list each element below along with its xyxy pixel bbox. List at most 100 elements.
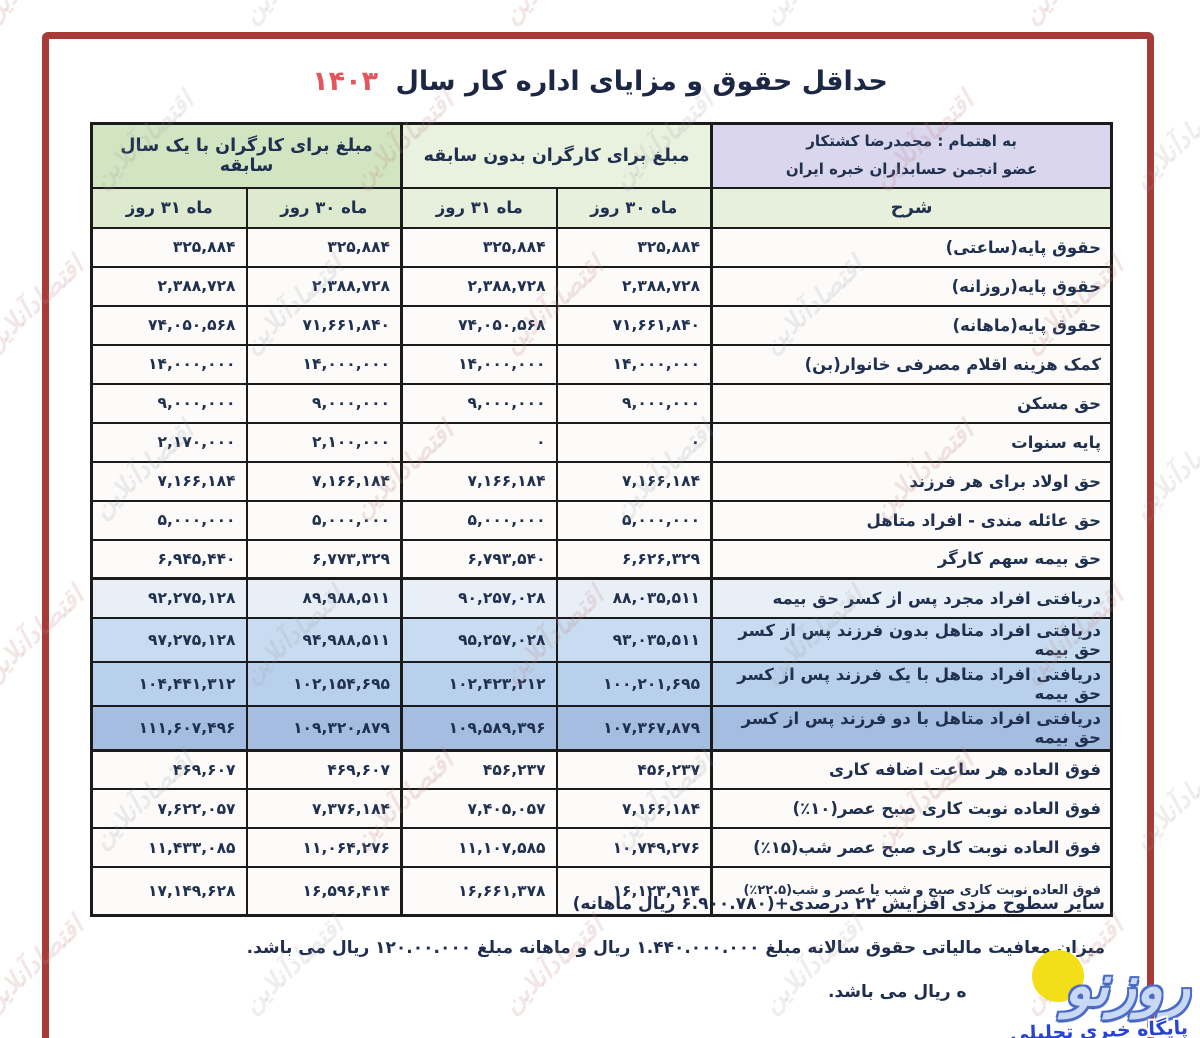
group-header-no-experience: مبلغ برای کارگران بدون سابقه xyxy=(400,122,713,189)
value-cell: ۷,۱۶۶,۱۸۴ xyxy=(555,460,713,502)
value-cell: ۹,۰۰۰,۰۰۰ xyxy=(555,382,713,424)
value-cell: ۴۵۶,۲۳۷ xyxy=(555,749,713,790)
credit-line1: به اهتمام : محمدرضا کشتکار xyxy=(806,132,1017,150)
value-cell: ۱۰۰,۲۰۱,۶۹۵ xyxy=(555,660,713,707)
value-cell: ۱۶,۵۹۶,۴۱۴ xyxy=(245,866,403,916)
value-cell: ۹۷,۲۷۵,۱۲۸ xyxy=(90,616,248,663)
value-cell: ۱۷,۱۴۹,۶۲۸ xyxy=(90,866,248,916)
row-label-cell: فوق العاده هر ساعت اضافه کاری xyxy=(710,749,1113,790)
value-cell: ۷۱,۶۶۱,۸۴۰ xyxy=(245,304,403,346)
table-row: دریافتی افراد مجرد پس از کسر حق بیمه ۸۸,۰… xyxy=(90,577,1113,619)
table-row: فوق العاده نوبت کاری صبح عصر شب(۱۵٪) ۱۰,۷… xyxy=(90,827,1113,868)
row-label-cell: کمک هزینه اقلام مصرفی خانوار(بن) xyxy=(710,343,1113,385)
rooznow-logo: روزنو پایگاه خبری تحلیلی xyxy=(972,950,1192,1038)
watermark-text: اقتصادآنلاین xyxy=(237,0,350,29)
value-cell: ۵,۰۰۰,۰۰۰ xyxy=(245,499,403,541)
value-cell: ۹,۰۰۰,۰۰۰ xyxy=(90,382,248,424)
row-label-cell: حق بیمه سهم کارگر xyxy=(710,538,1113,580)
value-cell: ۸۸,۰۳۵,۵۱۱ xyxy=(555,577,713,619)
table-row: کمک هزینه اقلام مصرفی خانوار(بن) ۱۴,۰۰۰,۰… xyxy=(90,343,1113,385)
watermark-text: اقتصادآنلاین xyxy=(757,0,870,29)
row-label-cell: حق مسکن xyxy=(710,382,1113,424)
table-row: دریافتی افراد متاهل با دو فرزند پس از کس… xyxy=(90,704,1113,752)
row-label-cell: حق اولاد برای هر فرزند xyxy=(710,460,1113,502)
table-row: حق عائله مندی - افراد متاهل ۵,۰۰۰,۰۰۰ ۵,۰۰… xyxy=(90,499,1113,541)
red-border-frame xyxy=(42,32,1154,1038)
col-header-one-30: ماه ۳۰ روز xyxy=(245,186,403,229)
salary-table: به اهتمام : محمدرضا کشتکار عضو انجمن حسا… xyxy=(90,122,1114,917)
table-row: دریافتی افراد متاهل با یک فرزند پس از کس… xyxy=(90,660,1113,707)
col-header-no-31: ماه ۳۱ روز xyxy=(400,186,558,229)
value-cell: ۷,۴۰۵,۰۵۷ xyxy=(400,788,558,829)
value-cell: ۳۲۵,۸۸۴ xyxy=(555,226,713,268)
table-row: پایه سنوات ۰ ۰ ۲,۱۰۰,۰۰۰ ۲,۱۷۰,۰۰۰ xyxy=(90,421,1113,463)
value-cell: ۹۳,۰۳۵,۵۱۱ xyxy=(555,616,713,663)
logo-yellow-circle-icon xyxy=(1032,950,1084,1002)
row-label-cell: فوق العاده نوبت کاری صبح عصر شب(۱۵٪) xyxy=(710,827,1113,868)
value-cell: ۴۶۹,۶۰۷ xyxy=(245,749,403,790)
value-cell: ۹۲,۲۷۵,۱۲۸ xyxy=(90,577,248,619)
table-row: حق بیمه سهم کارگر ۶,۶۲۶,۳۲۹ ۶,۷۹۳,۵۴۰ ۶,۷۷۳… xyxy=(90,538,1113,580)
table-row: حقوق پایه(ساعتی) ۳۲۵,۸۸۴ ۳۲۵,۸۸۴ ۳۲۵,۸۸۴ ۳۲۵… xyxy=(90,226,1113,268)
value-cell: ۷۴,۰۵۰,۵۶۸ xyxy=(400,304,558,346)
row-label-cell: حقوق پایه(ساعتی) xyxy=(710,226,1113,268)
table-row: فوق العاده هر ساعت اضافه کاری ۴۵۶,۲۳۷ ۴۵۶,… xyxy=(90,749,1113,790)
value-cell: ۷,۱۶۶,۱۸۴ xyxy=(245,460,403,502)
value-cell: ۱۱,۰۶۴,۲۷۶ xyxy=(245,827,403,868)
value-cell: ۱۴,۰۰۰,۰۰۰ xyxy=(400,343,558,385)
value-cell: ۲,۳۸۸,۷۲۸ xyxy=(245,265,403,307)
value-cell: ۱۶,۱۲۳,۹۱۴ xyxy=(555,866,713,916)
table-row: فوق العاده نوبت کاری صبح عصر(۱۰٪) ۷,۱۶۶,۱… xyxy=(90,788,1113,829)
value-cell: ۲,۱۰۰,۰۰۰ xyxy=(245,421,403,463)
watermark-text: اقتصادآنلاین xyxy=(0,0,90,29)
value-cell: ۱۴,۰۰۰,۰۰۰ xyxy=(555,343,713,385)
value-cell: ۹,۰۰۰,۰۰۰ xyxy=(245,382,403,424)
value-cell: ۳۲۵,۸۸۴ xyxy=(245,226,403,268)
value-cell: ۱۴,۰۰۰,۰۰۰ xyxy=(245,343,403,385)
page-title: حداقل حقوق و مزایای اداره کار سال ۱۴۰۳ xyxy=(100,66,1100,97)
value-cell: ۹۵,۲۵۷,۰۲۸ xyxy=(400,616,558,663)
value-cell: ۷,۶۲۲,۰۵۷ xyxy=(90,788,248,829)
value-cell: ۸۹,۹۸۸,۵۱۱ xyxy=(245,577,403,619)
watermark-text: اقتصادآنلاین xyxy=(1017,0,1130,29)
table-row: حقوق پایه(روزانه) ۲,۳۸۸,۷۲۸ ۲,۳۸۸,۷۲۸ ۲,۳۸۸… xyxy=(90,265,1113,307)
group-header-one-year: مبلغ برای کارگران با یک سال سابقه xyxy=(90,122,403,189)
table-row: حقوق پایه(ماهانه) ۷۱,۶۶۱,۸۴۰ ۷۴,۰۵۰,۵۶۸ ۷۱,… xyxy=(90,304,1113,346)
value-cell: ۲,۳۸۸,۷۲۸ xyxy=(400,265,558,307)
value-cell: ۶,۶۲۶,۳۲۹ xyxy=(555,538,713,580)
value-cell: ۳۲۵,۸۸۴ xyxy=(90,226,248,268)
note-tax-exemption: میزان معافیت مالیاتی حقوق سالانه مبلغ ۱.… xyxy=(246,938,1105,958)
row-label-cell: دریافتی افراد متاهل بدون فرزند پس از کسر… xyxy=(710,616,1113,663)
value-cell: ۱۰۴,۴۴۱,۳۱۲ xyxy=(90,660,248,707)
row-label-cell: حقوق پایه(ماهانه) xyxy=(710,304,1113,346)
credit-header-cell: به اهتمام : محمدرضا کشتکار عضو انجمن حسا… xyxy=(710,122,1113,189)
watermark-text: اقتصادآنلاین xyxy=(497,0,610,29)
value-cell: ۰ xyxy=(555,421,713,463)
value-cell: ۷,۳۷۶,۱۸۴ xyxy=(245,788,403,829)
value-cell: ۱۰۲,۴۲۳,۲۱۲ xyxy=(400,660,558,707)
value-cell: ۶,۷۷۳,۳۲۹ xyxy=(245,538,403,580)
col-header-no-30: ماه ۳۰ روز xyxy=(555,186,713,229)
value-cell: ۷,۱۶۶,۱۸۴ xyxy=(90,460,248,502)
value-cell: ۱۰۹,۵۸۹,۳۹۶ xyxy=(400,704,558,752)
table-row: فوق العاده نوبت کاری صبح و شب یا عصر و ش… xyxy=(90,866,1113,916)
row-label-cell: دریافتی افراد مجرد پس از کسر حق بیمه xyxy=(710,577,1113,619)
row-label-cell: دریافتی افراد متاهل با دو فرزند پس از کس… xyxy=(710,704,1113,752)
row-label-cell: حق عائله مندی - افراد متاهل xyxy=(710,499,1113,541)
value-cell: ۵,۰۰۰,۰۰۰ xyxy=(400,499,558,541)
title-year: ۱۴۰۳ xyxy=(312,66,379,97)
value-cell: ۴۶۹,۶۰۷ xyxy=(90,749,248,790)
value-cell: ۹۴,۹۸۸,۵۱۱ xyxy=(245,616,403,663)
row-label-cell: پایه سنوات xyxy=(710,421,1113,463)
value-cell: ۱۰,۷۴۹,۲۷۶ xyxy=(555,827,713,868)
table-row: حق مسکن ۹,۰۰۰,۰۰۰ ۹,۰۰۰,۰۰۰ ۹,۰۰۰,۰۰۰ ۹,۰۰۰,… xyxy=(90,382,1113,424)
row-label-cell: فوق العاده نوبت کاری صبح عصر(۱۰٪) xyxy=(710,788,1113,829)
value-cell: ۱۶,۶۶۱,۳۷۸ xyxy=(400,866,558,916)
value-cell: ۵,۰۰۰,۰۰۰ xyxy=(90,499,248,541)
value-cell: ۱۱,۱۰۷,۵۸۵ xyxy=(400,827,558,868)
value-cell: ۲,۳۸۸,۷۲۸ xyxy=(90,265,248,307)
value-cell: ۴۵۶,۲۳۷ xyxy=(400,749,558,790)
value-cell: ۶,۹۴۵,۴۴۰ xyxy=(90,538,248,580)
logo-name: روزنو xyxy=(1064,954,1190,1019)
